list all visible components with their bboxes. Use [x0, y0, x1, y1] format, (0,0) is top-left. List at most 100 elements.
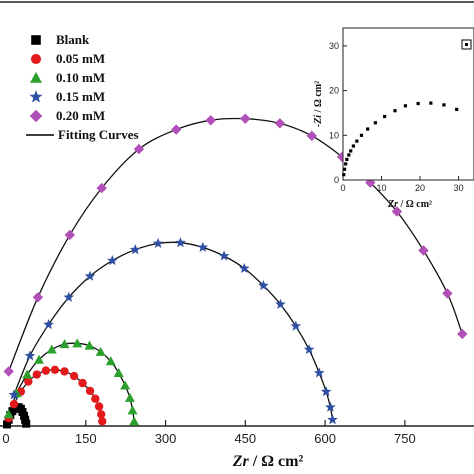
inset-legend-marker-dot — [465, 43, 468, 46]
inset-x-tick-label: 0 — [340, 183, 345, 193]
data-point — [3, 409, 14, 419]
inset-data-point — [347, 153, 351, 157]
data-point — [274, 118, 286, 129]
data-point — [94, 402, 104, 411]
data-point — [175, 237, 186, 248]
data-point — [78, 378, 87, 388]
legend-marker-0-05-mm — [30, 53, 42, 65]
inset-y-axis-title: -Zi / Ω cm² — [313, 81, 324, 127]
data-point — [32, 292, 44, 303]
legend-label-0-10-mm: 0.10 mM — [56, 70, 105, 85]
data-point — [32, 370, 42, 379]
x-tick-label: 600 — [314, 431, 336, 446]
inset-y-tick-label: 0 — [334, 175, 339, 185]
data-point — [91, 394, 100, 403]
data-point — [238, 262, 250, 273]
legend-label-fitting-curves: Fitting Curves — [58, 127, 139, 142]
data-point — [205, 115, 216, 126]
inset-x-axis-title: Zr / Ω cm² — [387, 199, 432, 210]
legend-label-0-15-mm: 0.15 mM — [56, 89, 105, 104]
data-point — [457, 328, 468, 340]
inset-data-point — [442, 103, 446, 107]
data-point — [64, 229, 76, 241]
inset-x-tick-label: 20 — [415, 183, 425, 193]
legend-marker-0-15-mm — [29, 90, 43, 103]
x-tick-label: 300 — [155, 431, 177, 446]
data-point — [240, 113, 251, 124]
data-point — [69, 371, 79, 381]
legend-label-0-05-mm: 0.05 mM — [56, 51, 105, 66]
data-point — [391, 206, 403, 217]
inset-data-point — [342, 167, 347, 171]
data-point — [46, 344, 57, 354]
x-axis-ticks: 0 150 300 450 600 750 — [2, 420, 416, 446]
data-point — [96, 410, 106, 419]
legend-marker-0-20-mm — [29, 109, 43, 123]
data-point — [127, 405, 138, 415]
inset-y-tick-label: 10 — [329, 130, 339, 140]
x-tick-label: 750 — [394, 431, 416, 446]
data-point — [418, 245, 429, 256]
data-point — [22, 419, 31, 428]
data-point — [129, 244, 141, 255]
inset-data-point — [355, 139, 359, 143]
inset-x-tick-label: 30 — [454, 183, 464, 193]
data-point — [313, 367, 325, 378]
inset-legend-marker — [461, 39, 472, 50]
data-point — [325, 401, 336, 412]
data-point — [60, 367, 69, 376]
data-point — [8, 389, 20, 400]
x-tick-label: 450 — [234, 431, 256, 446]
legend-marker-0-10-mm — [30, 72, 42, 83]
legend-label-0-20-mm: 0.20 mM — [56, 108, 105, 123]
inset-data-series — [342, 101, 459, 177]
inset-frame — [342, 27, 474, 181]
data-point — [327, 414, 338, 425]
inset-data-point — [349, 149, 353, 153]
data-point — [129, 416, 140, 426]
inset-x-tick-label: 10 — [377, 183, 387, 193]
inset-data-point — [393, 109, 397, 113]
data-series — [3, 113, 468, 429]
inset-data-point — [345, 157, 349, 162]
inset-data-point — [373, 121, 377, 125]
inset-data-point — [342, 173, 346, 177]
inset-data-point — [344, 162, 348, 166]
data-point — [33, 354, 44, 364]
data-point — [84, 340, 95, 350]
data-point — [306, 130, 317, 142]
data-point — [152, 237, 164, 249]
data-point — [98, 417, 107, 426]
data-point — [63, 291, 75, 302]
inset-data-point — [403, 104, 408, 108]
inset-data-point — [455, 107, 459, 111]
legend-label-blank: Blank — [56, 32, 90, 47]
data-point — [95, 346, 106, 356]
data-point — [59, 339, 70, 349]
data-point — [113, 367, 124, 377]
data-point — [258, 280, 269, 291]
inset-axis-ticks: 0 10 20 30 0 10 20 30 — [329, 41, 464, 193]
data-point — [41, 366, 51, 375]
legend-marker-blank — [31, 35, 41, 45]
data-point — [290, 320, 302, 331]
data-point — [320, 386, 332, 397]
data-point — [96, 182, 107, 194]
data-point — [442, 288, 453, 299]
data-point — [24, 350, 36, 361]
data-point — [72, 338, 83, 348]
inset-data-point — [351, 144, 356, 148]
inset-plot: 0 10 20 30 0 10 20 30 -Zi / Ω cm² Zr / Ω cm² — [313, 27, 474, 210]
x-axis-title: Zr / Ω cm² — [232, 453, 304, 470]
data-point — [9, 399, 19, 409]
inset-data-point — [359, 133, 364, 137]
data-point — [84, 270, 96, 281]
data-point — [124, 392, 135, 402]
data-point — [275, 298, 286, 309]
data-point — [24, 377, 33, 386]
legend: Blank 0.05 mM 0.10 mM 0.15 mM 0.20 mM Fitting… — [26, 32, 139, 142]
data-point — [3, 420, 12, 429]
fitting-curve-0-20-mm — [8, 117, 463, 372]
